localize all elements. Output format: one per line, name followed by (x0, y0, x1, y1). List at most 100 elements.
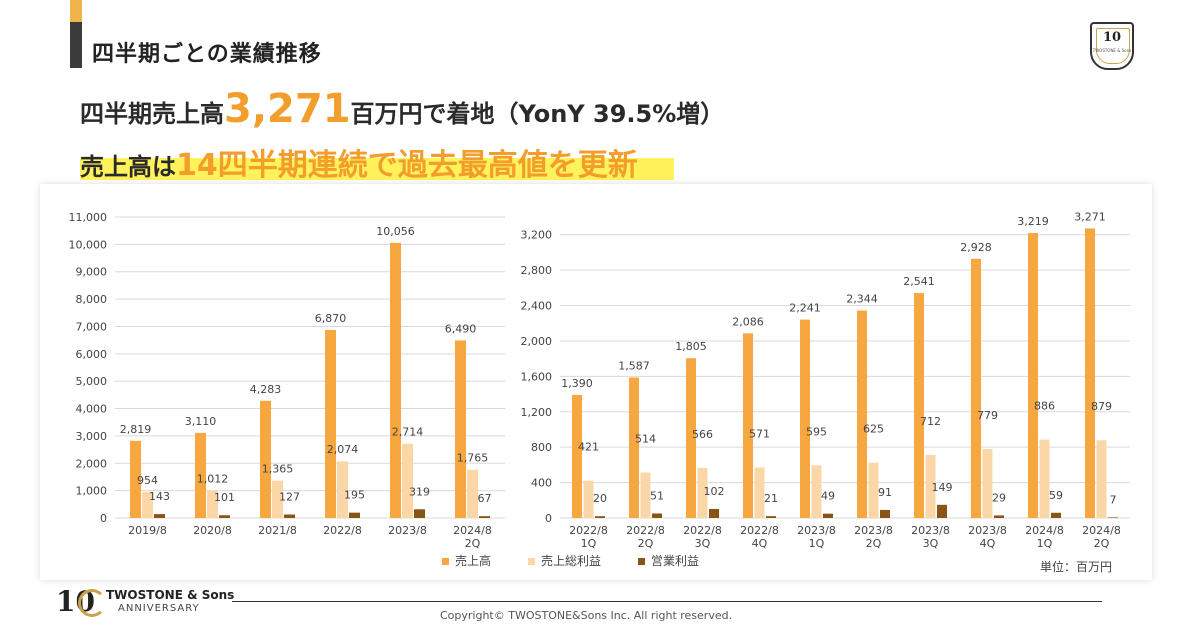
annual-data-label-sales: 6,870 (315, 312, 347, 325)
quarterly-ytick-label: 800 (531, 441, 552, 454)
quarterly-bar-sales (743, 333, 753, 518)
annual-bar-sales (260, 400, 271, 518)
annual-category-label: 2020/8 (193, 524, 232, 537)
quarterly-data-label-gross-profit: 595 (806, 425, 827, 438)
annual-data-label-gross-profit: 2,074 (327, 443, 359, 456)
annual-bar-sales (325, 330, 336, 518)
legend-item-gross-profit: 売上総利益 (528, 552, 601, 569)
annual-data-label-sales: 10,056 (376, 225, 415, 238)
annual-bar-gross-profit (142, 491, 153, 518)
quarterly-ytick-label: 2,400 (521, 300, 553, 313)
headline-highlight-marker (80, 158, 674, 180)
quarterly-data-label-sales: 2,241 (789, 302, 821, 315)
headline1-prefix: 四半期売上高 (80, 100, 224, 128)
annual-bar-gross-profit (337, 461, 348, 518)
quarterly-category-label: 2Q (1094, 537, 1110, 550)
quarterly-bar-operating-profit (595, 516, 605, 518)
quarterly-category-label: 2Q (638, 537, 654, 550)
quarterly-bar-gross-profit (583, 480, 594, 518)
annual-data-label-operating-profit: 101 (214, 491, 235, 504)
quarterly-bar-sales (971, 258, 981, 518)
annual-bar-sales (195, 432, 206, 518)
quarterly-data-label-sales: 1,587 (618, 360, 650, 373)
quarterly-data-label-operating-profit: 29 (992, 491, 1006, 504)
legend-label-operating-profit: 営業利益 (651, 554, 700, 568)
quarterly-bar-sales (1085, 228, 1095, 518)
quarterly-category-label: 4Q (980, 537, 996, 550)
quarterly-data-label-operating-profit: 7 (1110, 493, 1117, 506)
annual-bar-sales (130, 440, 141, 518)
quarterly-data-label-operating-profit: 59 (1049, 489, 1063, 502)
badge-inner-frame (1096, 28, 1130, 64)
quarterly-data-label-sales: 1,390 (561, 377, 593, 390)
quarterly-bar-sales (914, 293, 924, 518)
badge-number: 10 (1102, 30, 1122, 45)
footer-logo: 10 TWOSTONE & Sons ANNIVERSARY (56, 585, 234, 621)
quarterly-category-label: 2023/8 (911, 524, 950, 537)
quarterly-bar-sales (1028, 233, 1038, 519)
quarterly-data-label-gross-profit: 421 (578, 441, 599, 454)
headline2-highlight: 14四半期連続で過去最高値を更新 (176, 148, 638, 183)
quarterly-bar-operating-profit (652, 513, 662, 518)
quarterly-category-label: 2024/8 (1025, 524, 1064, 537)
chart-panel (40, 184, 1152, 580)
quarterly-ytick-label: 1,600 (521, 370, 553, 383)
quarterly-bar-operating-profit (823, 513, 833, 518)
quarterly-bar-gross-profit (697, 467, 708, 518)
quarterly-data-label-sales: 2,541 (903, 275, 935, 288)
quarterly-category-label: 2023/8 (968, 524, 1007, 537)
quarterly-data-label-gross-profit: 779 (977, 409, 998, 422)
legend-swatch-sales (442, 558, 449, 565)
annual-category-label: 2Q (465, 537, 481, 550)
quarterly-ytick-label: 2,800 (521, 264, 553, 277)
annual-category-label: 2022/8 (323, 524, 362, 537)
quarterly-ytick-label: 2,000 (521, 335, 553, 348)
quarterly-category-label: 1Q (581, 537, 597, 550)
quarterly-category-label: 2022/8 (626, 524, 665, 537)
annual-data-label-sales: 3,110 (185, 415, 217, 428)
quarterly-data-label-operating-profit: 20 (593, 492, 607, 505)
quarterly-category-label: 2023/8 (854, 524, 893, 537)
annual-bar-sales (455, 340, 466, 518)
section-title: 四半期ごとの業績推移 (92, 42, 322, 67)
annual-data-label-sales: 6,490 (445, 322, 477, 335)
quarterly-bar-operating-profit (994, 515, 1004, 518)
quarterly-bar-gross-profit (811, 465, 822, 518)
annual-bar-gross-profit (467, 469, 478, 518)
annual-data-label-gross-profit: 1,365 (262, 463, 294, 476)
quarterly-data-label-gross-profit: 886 (1034, 400, 1055, 413)
annual-ytick-label: 5,000 (76, 375, 108, 388)
annual-ytick-label: 3,000 (76, 430, 108, 443)
annual-ytick-label: 0 (100, 512, 107, 525)
quarterly-category-label: 2Q (866, 537, 882, 550)
annual-bar-gross-profit (402, 443, 413, 518)
annual-ytick-label: 4,000 (76, 403, 108, 416)
quarterly-data-label-sales: 2,344 (846, 292, 878, 305)
quarterly-bar-operating-profit (1051, 512, 1061, 518)
quarterly-data-label-operating-profit: 51 (650, 489, 664, 502)
quarterly-bar-operating-profit (766, 516, 776, 518)
quarterly-bar-sales (800, 319, 810, 518)
quarterly-bar-operating-profit (880, 509, 890, 518)
annual-data-label-gross-profit: 1,765 (457, 452, 489, 465)
quarterly-category-label: 2022/8 (740, 524, 779, 537)
quarterly-data-label-sales: 3,219 (1017, 215, 1049, 228)
company-badge-logo: 10 TWOSTONE & Sons (1090, 22, 1134, 70)
annual-category-label: 2023/8 (388, 524, 427, 537)
quarterly-category-label: 3Q (923, 537, 939, 550)
quarterly-category-label: 2023/8 (797, 524, 836, 537)
quarterly-category-label: 2022/8 (683, 524, 722, 537)
annual-data-label-gross-profit: 2,714 (392, 426, 424, 439)
annual-bar-sales (390, 242, 401, 518)
quarterly-bar-sales (686, 358, 696, 518)
quarterly-data-label-gross-profit: 571 (749, 427, 770, 440)
annual-ytick-label: 1,000 (76, 485, 108, 498)
quarterly-category-label: 1Q (1037, 537, 1053, 550)
quarterly-bar-gross-profit (754, 467, 765, 518)
legend-item-sales: 売上高 (442, 552, 491, 569)
quarterly-data-label-operating-profit: 21 (764, 492, 778, 505)
quarterly-bar-gross-profit (1096, 440, 1107, 518)
annual-category-label: 2019/8 (128, 524, 167, 537)
quarterly-category-label: 1Q (809, 537, 825, 550)
